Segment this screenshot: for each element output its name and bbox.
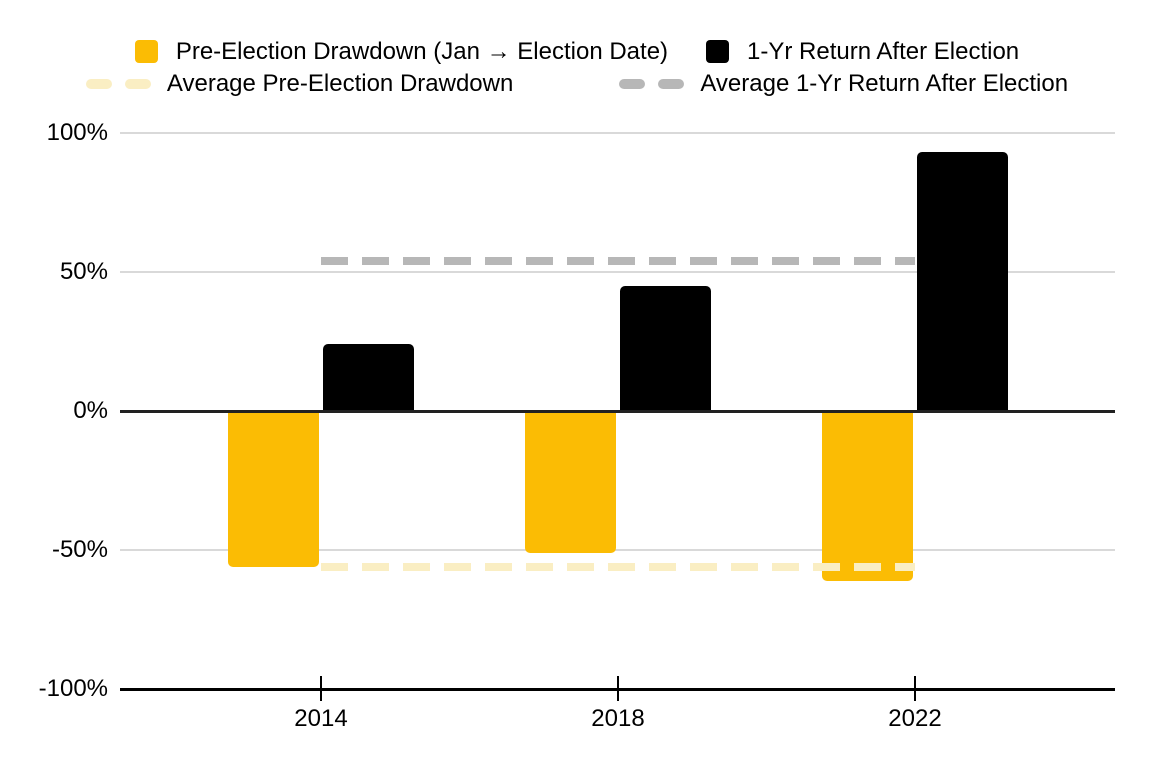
legend-row-2: Average Pre-Election Drawdown Average 1-… — [0, 70, 1154, 97]
y-axis-label: -100% — [38, 675, 108, 702]
legend-item-average-drawdown[interactable]: Average Pre-Election Drawdown — [85, 70, 514, 97]
bar-return-2022[interactable] — [917, 152, 1008, 411]
legend-label-average-drawdown: Average Pre-Election Drawdown — [166, 70, 514, 97]
zero-line — [120, 410, 1115, 413]
x-axis-tick — [320, 676, 322, 701]
y-axis-label: 0% — [73, 397, 108, 424]
gridline — [120, 132, 1115, 134]
x-axis-label: 2014 — [294, 705, 348, 732]
legend-item-pre-election-drawdown[interactable]: Pre-Election Drawdown (Jan → Election Da… — [134, 38, 669, 65]
average-return-line — [321, 257, 915, 265]
legend-label-return: 1-Yr Return After Election — [747, 38, 1020, 65]
bar-return-2018[interactable] — [620, 286, 711, 411]
average-drawdown-dash-icon — [85, 78, 151, 89]
y-axis-label: 50% — [59, 258, 108, 285]
x-axis-tick — [617, 676, 619, 701]
legend-item-1yr-return[interactable]: 1-Yr Return After Election — [706, 38, 1019, 65]
average-return-dash-icon — [619, 78, 685, 89]
x-axis-label: 2022 — [888, 705, 942, 732]
drawdown-swatch-icon — [134, 40, 158, 63]
return-swatch-icon — [706, 40, 730, 63]
average-drawdown-line — [321, 563, 915, 571]
gridline — [120, 271, 1115, 273]
x-axis-tick — [914, 676, 916, 701]
y-axis-label: 100% — [46, 119, 108, 146]
legend-row-1: Pre-Election Drawdown (Jan → Election Da… — [0, 38, 1154, 65]
legend-label-drawdown: Pre-Election Drawdown (Jan → Election Da… — [175, 38, 669, 65]
bar-drawdown-2014[interactable] — [228, 411, 319, 567]
legend-item-average-return[interactable]: Average 1-Yr Return After Election — [619, 70, 1068, 97]
legend-label-average-return: Average 1-Yr Return After Election — [700, 70, 1069, 97]
bar-drawdown-2022[interactable] — [822, 411, 913, 581]
gridline — [120, 549, 1115, 551]
bar-return-2014[interactable] — [323, 344, 414, 411]
y-axis-label: -50% — [51, 536, 108, 563]
x-axis-label: 2018 — [591, 705, 645, 732]
bar-drawdown-2018[interactable] — [525, 411, 616, 553]
